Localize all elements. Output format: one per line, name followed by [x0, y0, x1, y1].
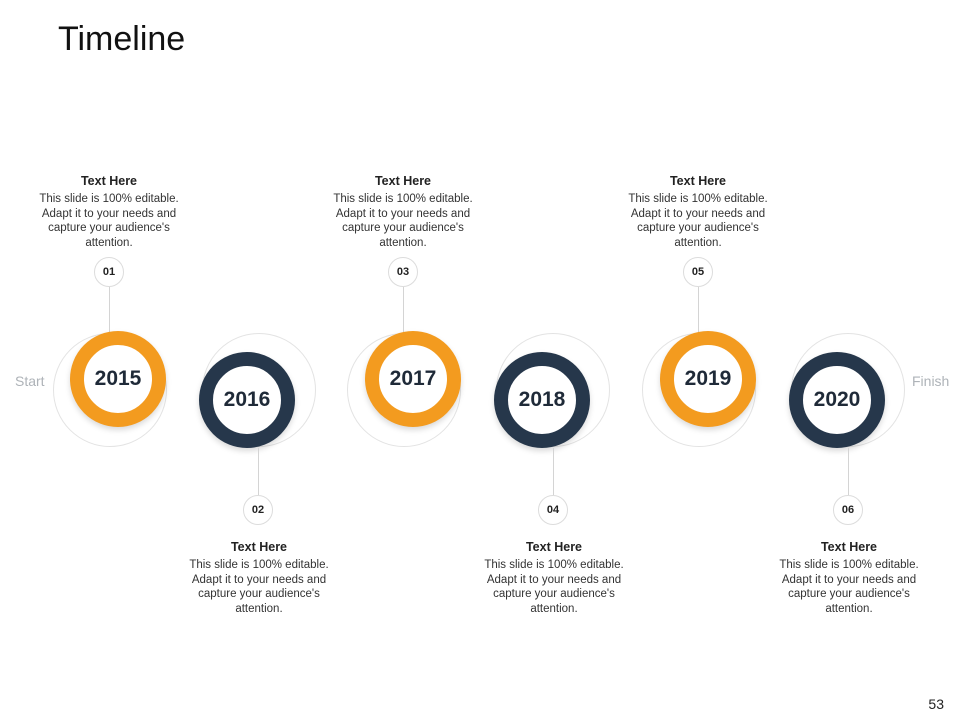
- year-label: 2016: [223, 388, 271, 411]
- slide-title: Timeline: [58, 20, 186, 58]
- step-badge-03: 03: [388, 257, 418, 287]
- page-number: 53: [928, 696, 944, 712]
- year-ring-2017: 2017: [365, 331, 461, 427]
- year-ring-2019: 2019: [660, 331, 756, 427]
- year-ring-2018: 2018: [494, 352, 590, 448]
- text-heading: Text Here: [669, 174, 727, 188]
- text-body: This slide is 100% editable. Adapt it to…: [484, 559, 624, 615]
- step-badge-05: 05: [683, 257, 713, 287]
- text-block-04: Text Here This slide is 100% editable. A…: [479, 540, 629, 616]
- text-heading: Text Here: [525, 540, 583, 554]
- year-label: 2017: [389, 367, 437, 390]
- step-badge-01: 01: [94, 257, 124, 287]
- text-body: This slide is 100% editable. Adapt it to…: [779, 559, 919, 615]
- year-ring-2016: 2016: [199, 352, 295, 448]
- text-heading: Text Here: [374, 174, 432, 188]
- connector-line: [403, 287, 404, 332]
- text-block-02: Text Here This slide is 100% editable. A…: [184, 540, 334, 616]
- connector-line: [109, 287, 110, 332]
- start-label: Start: [15, 373, 45, 389]
- connector-line: [698, 287, 699, 332]
- year-label: 2020: [813, 388, 861, 411]
- connector-line: [258, 448, 259, 495]
- year-label: 2019: [684, 367, 732, 390]
- text-body: This slide is 100% editable. Adapt it to…: [39, 193, 179, 249]
- finish-label: Finish: [912, 373, 950, 389]
- connector-line: [848, 448, 849, 495]
- text-body: This slide is 100% editable. Adapt it to…: [189, 559, 329, 615]
- step-badge-06: 06: [833, 495, 863, 525]
- text-body: This slide is 100% editable. Adapt it to…: [628, 193, 768, 249]
- connector-line: [553, 448, 554, 495]
- step-badge-04: 04: [538, 495, 568, 525]
- text-block-06: Text Here This slide is 100% editable. A…: [774, 540, 924, 616]
- text-heading: Text Here: [820, 540, 878, 554]
- year-ring-2015: 2015: [70, 331, 166, 427]
- text-block-03: Text Here This slide is 100% editable. A…: [328, 174, 478, 250]
- year-label: 2018: [518, 388, 566, 411]
- text-heading: Text Here: [80, 174, 138, 188]
- text-heading: Text Here: [230, 540, 288, 554]
- year-ring-2020: 2020: [789, 352, 885, 448]
- text-block-05: Text Here This slide is 100% editable. A…: [623, 174, 773, 250]
- text-body: This slide is 100% editable. Adapt it to…: [333, 193, 473, 249]
- text-block-01: Text Here This slide is 100% editable. A…: [34, 174, 184, 250]
- year-label: 2015: [94, 367, 142, 390]
- step-badge-02: 02: [243, 495, 273, 525]
